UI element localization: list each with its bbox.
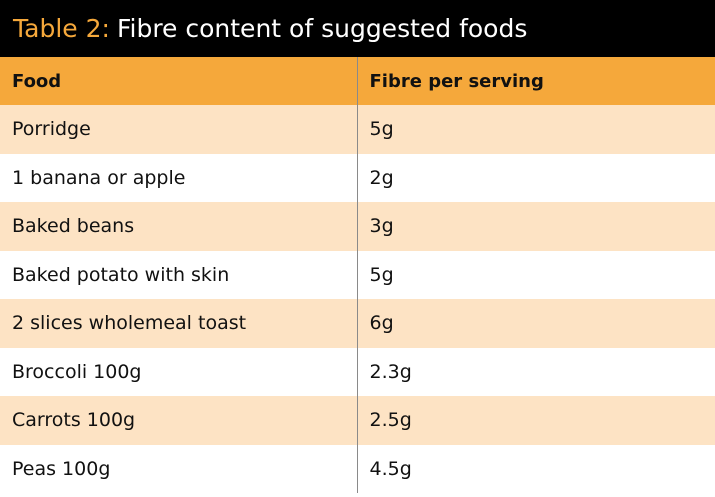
fibre-table: Food Fibre per serving Porridge 5g 1 ban… <box>0 57 715 493</box>
table-title-prefix: Table 2: <box>13 14 110 43</box>
fibre-cell: 3g <box>357 202 715 251</box>
fibre-cell: 5g <box>357 105 715 154</box>
column-header-food: Food <box>0 57 358 105</box>
fibre-cell: 6g <box>357 299 715 348</box>
food-cell: Broccoli 100g <box>0 347 358 396</box>
food-cell: Carrots 100g <box>0 396 358 445</box>
food-cell: 2 slices wholemeal toast <box>0 299 358 348</box>
fibre-cell: 5g <box>357 250 715 299</box>
header-row: Food Fibre per serving <box>0 57 715 105</box>
table-row: Baked beans 3g <box>0 202 715 251</box>
food-cell: Baked beans <box>0 202 358 251</box>
table-row: Broccoli 100g 2.3g <box>0 347 715 396</box>
table-row: Peas 100g 4.5g <box>0 444 715 493</box>
table-title: Table 2: Fibre content of suggested food… <box>0 0 715 57</box>
table-row: Porridge 5g <box>0 105 715 154</box>
fibre-cell: 2.5g <box>357 396 715 445</box>
fibre-cell: 4.5g <box>357 444 715 493</box>
food-cell: Peas 100g <box>0 444 358 493</box>
table-row: 1 banana or apple 2g <box>0 153 715 202</box>
table-title-text: Fibre content of suggested foods <box>116 14 528 43</box>
food-cell: Baked potato with skin <box>0 250 358 299</box>
food-cell: 1 banana or apple <box>0 153 358 202</box>
table-row: 2 slices wholemeal toast 6g <box>0 299 715 348</box>
food-cell: Porridge <box>0 105 358 154</box>
fibre-cell: 2g <box>357 153 715 202</box>
fibre-cell: 2.3g <box>357 347 715 396</box>
column-header-fibre: Fibre per serving <box>357 57 715 105</box>
table-row: Carrots 100g 2.5g <box>0 396 715 445</box>
table-row: Baked potato with skin 5g <box>0 250 715 299</box>
